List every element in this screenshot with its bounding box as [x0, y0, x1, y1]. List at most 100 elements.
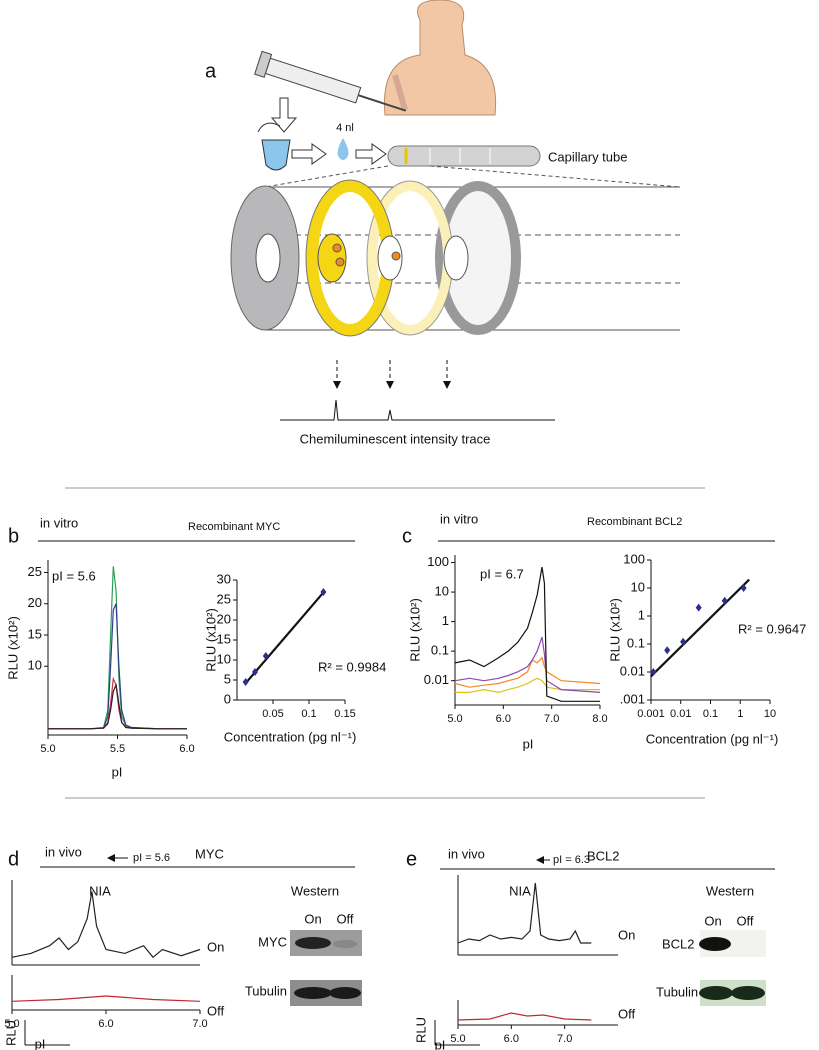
trace [48, 682, 187, 730]
trace [48, 603, 187, 730]
panel-label: d [8, 848, 19, 870]
detector-arrows [333, 360, 451, 389]
condition: in vitro [440, 511, 478, 526]
row-label: MYC [258, 934, 287, 949]
panel-label: a [205, 60, 217, 82]
method: NIA [509, 883, 531, 898]
arrow [270, 97, 298, 133]
y-tick-label: 25 [217, 591, 231, 606]
condition: in vitro [40, 515, 78, 530]
annotation: R² = 0.9984 [318, 659, 386, 674]
y-axis-label: RLU [3, 1020, 18, 1046]
lane-label: On [704, 913, 721, 928]
x-axis-label: Concentration (pg nl⁻¹) [646, 731, 779, 746]
x-axis-label: pI [35, 1036, 46, 1050]
arrow [355, 143, 387, 165]
y-tick-label: 5 [224, 671, 231, 686]
y-tick-label: 0.01 [424, 672, 449, 687]
x-tick-label: 7.0 [192, 1018, 207, 1030]
annotation: pI = 6.7 [480, 566, 524, 581]
panel-title: BCL2 [587, 848, 620, 863]
panel-label: c [402, 525, 412, 547]
condition: in vivo [448, 846, 485, 861]
y-tick-label: 10 [217, 651, 231, 666]
y-tick-label: 10 [28, 658, 42, 673]
trace [11, 891, 201, 959]
y-axis-label: RLU (x10²) [5, 616, 20, 680]
y-axis-label: RLU (x10²) [407, 598, 422, 662]
trace [454, 566, 600, 702]
fit-line [650, 578, 750, 678]
arrow [291, 143, 327, 165]
y-tick-label: 15 [217, 631, 231, 646]
tube-label: Capillary tube [548, 149, 628, 164]
x-tick-label: 7.0 [557, 1033, 572, 1045]
x-tick-label: 6.0 [179, 743, 194, 755]
y-tick-label: 20 [28, 595, 42, 610]
fit-line [244, 590, 326, 684]
panel-label: e [406, 848, 417, 870]
panel-label: b [8, 525, 19, 547]
annotation: pI = 6.3 [553, 854, 590, 866]
annotation: R² = 0.9647 [738, 621, 806, 636]
data-point [695, 603, 702, 612]
data-point [721, 596, 728, 605]
lane-label: Off [736, 913, 753, 928]
y-axis-label: RLU [413, 1017, 428, 1043]
x-tick-label: 5.5 [110, 743, 125, 755]
series-label: On [618, 927, 635, 942]
y-axis-label: RLU (x10²) [203, 608, 218, 672]
data-point [320, 588, 327, 596]
series-label: Off [207, 1003, 224, 1018]
data-point [262, 652, 269, 660]
patient [383, 0, 497, 116]
y-tick-label: 0.01 [620, 663, 645, 678]
x-axis-label: pI [523, 736, 534, 751]
droplet [337, 138, 349, 160]
data-point [650, 668, 657, 676]
y-tick-label: 0 [224, 691, 231, 706]
condition: in vivo [45, 844, 82, 859]
x-axis-label: Concentration (pg nl⁻¹) [224, 729, 357, 744]
method: NIA [89, 883, 111, 898]
y-tick-label: 25 [28, 564, 42, 579]
trace [454, 656, 601, 688]
lane-label: Off [336, 911, 353, 926]
data-point [242, 678, 249, 686]
x-tick-label: 5.0 [447, 713, 462, 725]
series-label: Off [618, 1006, 635, 1021]
y-tick-label: 10 [435, 584, 449, 599]
y-axis-label: RLU (x10²) [607, 598, 622, 662]
row-label: BCL2 [662, 936, 695, 951]
method: Western [291, 883, 339, 898]
x-tick-label: 6.0 [98, 1018, 113, 1030]
annotation: pI = 5.6 [133, 852, 170, 864]
syringe [254, 50, 407, 112]
y-tick-label: .001 [620, 691, 645, 706]
y-tick-label: 100 [427, 554, 449, 569]
y-tick-label: 0.1 [431, 643, 449, 658]
data-point [740, 584, 747, 592]
x-tick-label: 5.0 [450, 1033, 465, 1045]
x-tick-label: 1 [737, 708, 743, 720]
panel-title: Recombinant BCL2 [587, 516, 682, 528]
trace [457, 882, 592, 944]
trace [48, 676, 187, 730]
y-tick-label: 10 [631, 579, 645, 594]
x-tick-label: 0.001 [637, 708, 665, 720]
y-tick-label: 15 [28, 626, 42, 641]
x-tick-label: 5.0 [40, 743, 55, 755]
axis-arrows [434, 1020, 480, 1046]
x-tick-label: 6.0 [504, 1033, 519, 1045]
data-point [664, 646, 671, 655]
x-axis-label: pI [112, 764, 123, 779]
western-blot [699, 930, 766, 1006]
x-tick-label: 0.01 [670, 708, 691, 720]
series-label: On [207, 939, 224, 954]
y-tick-label: 0.1 [627, 635, 645, 650]
x-tick-label: 7.0 [544, 713, 559, 725]
row-label: Tubulin [656, 984, 698, 999]
trace-caption: Chemiluminescent intensity trace [300, 431, 491, 446]
axis-arrows [24, 1020, 70, 1046]
trace-schematic [280, 399, 555, 421]
